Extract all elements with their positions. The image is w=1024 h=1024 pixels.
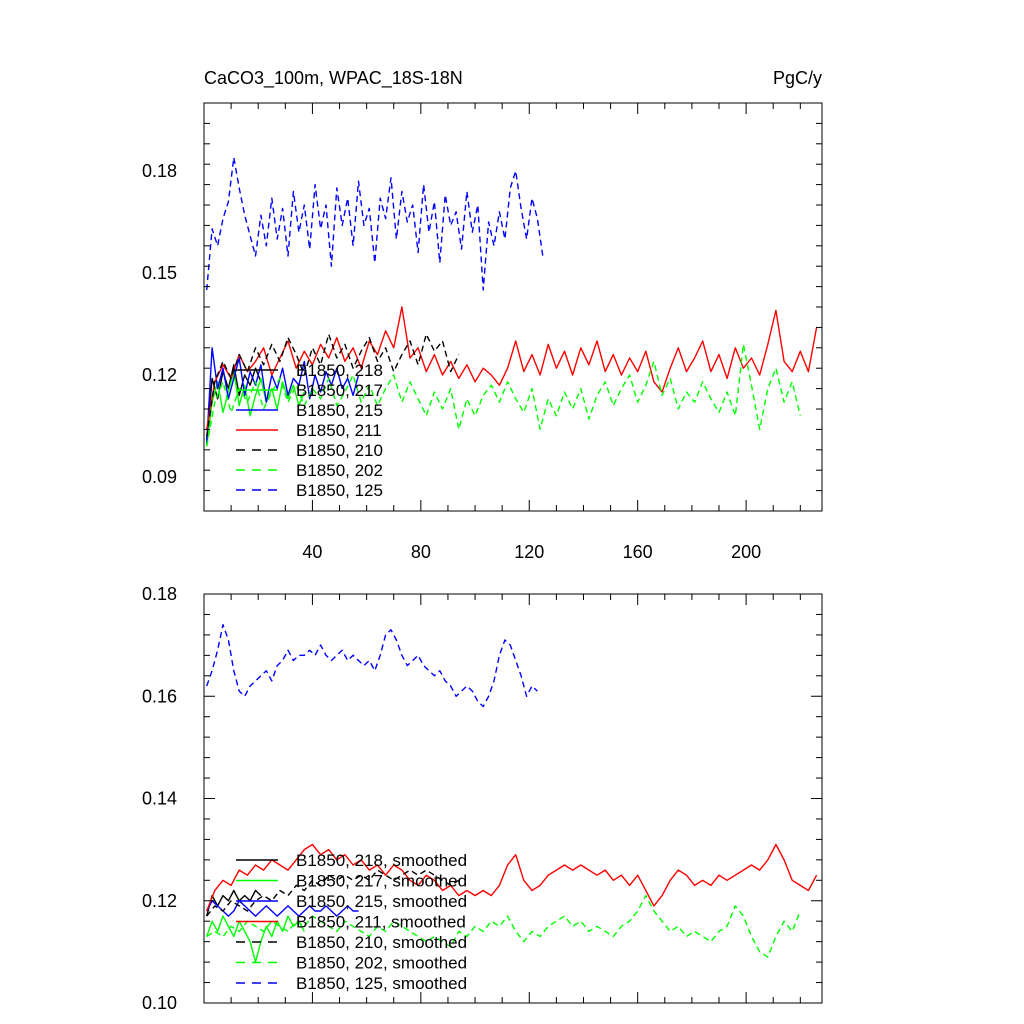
top-y-tick-label: 0.12 [142, 365, 177, 385]
bottom-legend-label: B1850, 125, smoothed [296, 974, 467, 993]
top-y-tick-label: 0.09 [142, 467, 177, 487]
bottom-series-line-4 [206, 869, 460, 917]
bottom-series-line-0 [206, 889, 262, 917]
bottom-legend-label: B1850, 210, smoothed [296, 933, 467, 952]
bottom-legend-label: B1850, 202, smoothed [296, 954, 467, 973]
top-legend-label: B1850, 217 [296, 381, 383, 400]
top-legend-label: B1850, 210 [296, 441, 383, 460]
top-legend-label: B1850, 125 [296, 481, 383, 500]
top-x-tick-label: 40 [302, 542, 322, 562]
bottom-series-line-2 [206, 900, 359, 917]
bottom-y-tick-label: 0.10 [142, 993, 177, 1013]
bottom-legend-label: B1850, 215, smoothed [296, 892, 467, 911]
top-x-tick-label: 160 [623, 542, 653, 562]
bottom-series-line-5 [206, 894, 801, 958]
top-series-line-4 [206, 333, 460, 437]
bottom-legend-label: B1850, 218, smoothed [296, 851, 467, 870]
top-y-tick-label: 0.18 [142, 161, 177, 181]
top-series-line-2 [206, 347, 360, 444]
bottom-legend-label: B1850, 211, smoothed [296, 913, 466, 932]
top-chart-units: PgC/y [773, 68, 822, 88]
bottom-y-tick-label: 0.12 [142, 891, 177, 911]
bottom-legend-label: B1850, 217, smoothed [296, 872, 467, 891]
top-series-line-1 [206, 370, 305, 447]
bottom-y-tick-label: 0.16 [142, 686, 177, 706]
top-series-line-6 [206, 156, 544, 291]
top-legend-label: B1850, 215 [296, 401, 383, 420]
bottom-series-line-3 [206, 843, 818, 912]
bottom-y-tick-label: 0.18 [142, 584, 177, 604]
top-legend-label: B1850, 211 [296, 421, 382, 440]
bottom-series-line-6 [206, 624, 538, 708]
bottom-series-line-1 [206, 915, 305, 963]
top-x-tick-label: 80 [411, 542, 431, 562]
top-legend-label: B1850, 202 [296, 461, 383, 480]
top-y-tick-label: 0.15 [142, 263, 177, 283]
top-chart-title: CaCO3_100m, WPAC_18S-18N [204, 68, 463, 89]
top-x-tick-label: 120 [514, 542, 544, 562]
bottom-y-tick-label: 0.14 [142, 789, 177, 809]
bottom-chart-panel: 0.10 0.12 0.14 0.16 0.18 B1850, 218, smoothed… [142, 584, 823, 1013]
top-x-tick-label: 200 [731, 542, 761, 562]
top-legend-label: B1850, 218 [296, 361, 383, 380]
top-series-line-0 [206, 364, 262, 440]
top-series-line-3 [206, 306, 818, 430]
top-series-line-5 [206, 343, 801, 447]
